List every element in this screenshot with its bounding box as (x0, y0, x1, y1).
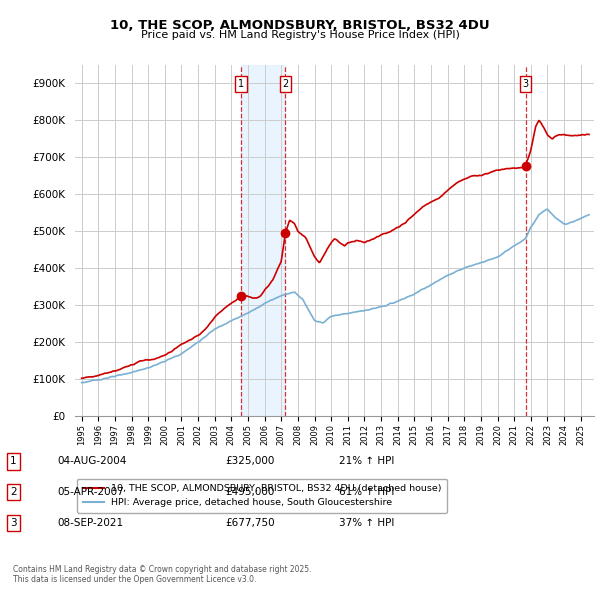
Text: Price paid vs. HM Land Registry's House Price Index (HPI): Price paid vs. HM Land Registry's House … (140, 30, 460, 40)
Text: Contains HM Land Registry data © Crown copyright and database right 2025.
This d: Contains HM Land Registry data © Crown c… (13, 565, 312, 584)
Text: 05-APR-2007: 05-APR-2007 (57, 487, 124, 497)
Text: 08-SEP-2021: 08-SEP-2021 (57, 518, 123, 527)
Text: 1: 1 (10, 457, 17, 466)
Text: 37% ↑ HPI: 37% ↑ HPI (339, 518, 394, 527)
Text: £325,000: £325,000 (225, 457, 274, 466)
Text: 2: 2 (283, 79, 289, 89)
Text: 61% ↑ HPI: 61% ↑ HPI (339, 487, 394, 497)
Text: 2: 2 (10, 487, 17, 497)
Bar (241, 65, 286, 416)
Text: 10, THE SCOP, ALMONDSBURY, BRISTOL, BS32 4DU: 10, THE SCOP, ALMONDSBURY, BRISTOL, BS32… (110, 19, 490, 32)
Text: 3: 3 (10, 518, 17, 527)
Text: 21% ↑ HPI: 21% ↑ HPI (339, 457, 394, 466)
Text: £677,750: £677,750 (225, 518, 275, 527)
Legend: 10, THE SCOP, ALMONDSBURY, BRISTOL, BS32 4DU (detached house), HPI: Average pric: 10, THE SCOP, ALMONDSBURY, BRISTOL, BS32… (77, 478, 447, 513)
Text: 3: 3 (523, 79, 529, 89)
Text: 1: 1 (238, 79, 244, 89)
Text: £495,000: £495,000 (225, 487, 274, 497)
Text: 04-AUG-2004: 04-AUG-2004 (57, 457, 127, 466)
